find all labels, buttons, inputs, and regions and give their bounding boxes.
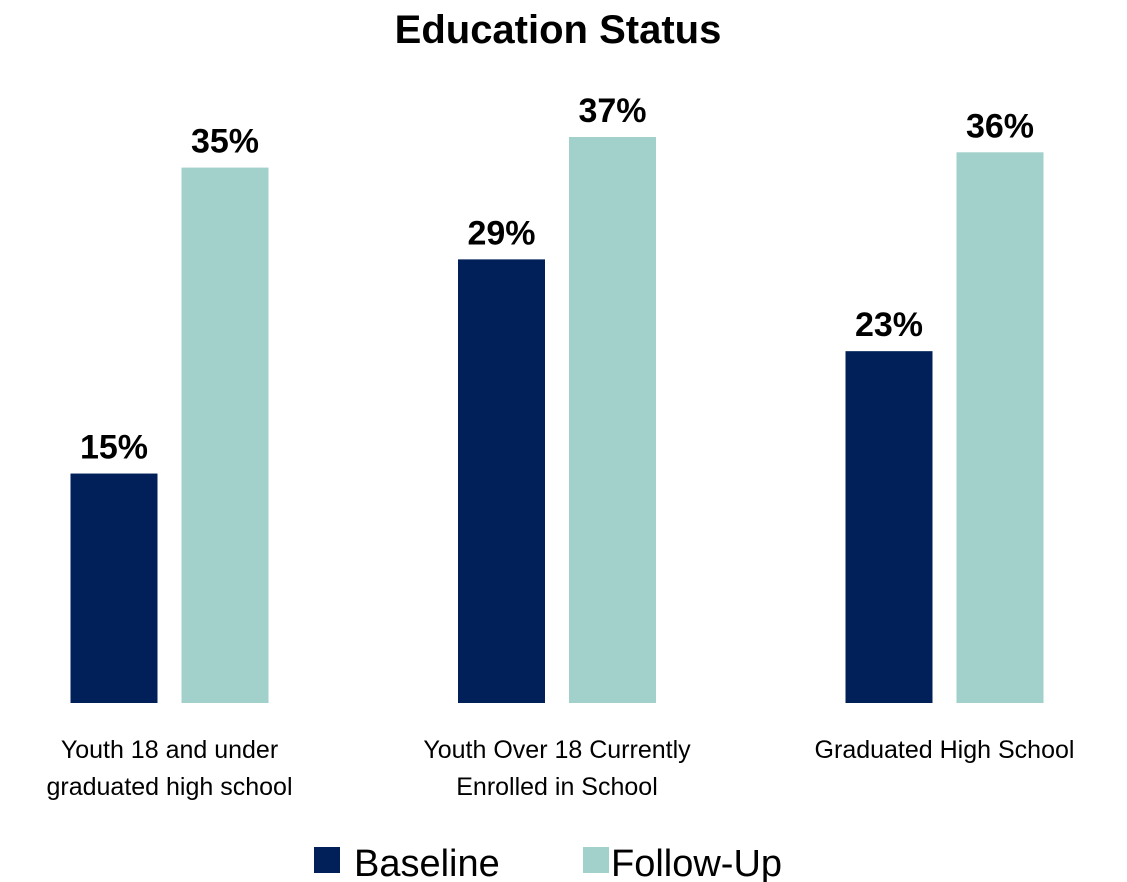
legend-label-baseline: Baseline: [354, 843, 500, 882]
category-label-1: Youth Over 18 Currently Enrolled in Schoo…: [423, 736, 691, 801]
value-label-follow-up-1: 37%: [578, 92, 646, 130]
bar-baseline-0: [71, 474, 158, 703]
category-label-0: Youth 18 and under graduated high school: [46, 736, 292, 801]
bar-baseline-2: [846, 351, 933, 703]
category-label-2: Graduated High School: [815, 736, 1075, 764]
value-label-baseline-1: 29%: [467, 214, 535, 252]
bar-baseline-1: [458, 259, 545, 703]
legend: Baseline Follow-Up: [314, 843, 782, 882]
bar-follow-up-2: [957, 152, 1044, 703]
category-labels-group: Youth 18 and under graduated high school Y…: [46, 736, 1074, 801]
legend-swatch-baseline: [314, 847, 340, 873]
legend-swatch-follow-up: [583, 847, 609, 873]
value-label-baseline-2: 23%: [855, 306, 923, 344]
value-label-baseline-0: 15%: [80, 429, 148, 467]
legend-label-follow-up: Follow-Up: [611, 843, 782, 882]
value-label-follow-up-2: 36%: [966, 107, 1034, 145]
bars-group: [71, 137, 1044, 703]
value-label-follow-up-0: 35%: [191, 123, 259, 161]
bar-follow-up-1: [569, 137, 656, 703]
chart-title: Education Status: [395, 8, 722, 52]
bar-follow-up-0: [182, 168, 269, 703]
